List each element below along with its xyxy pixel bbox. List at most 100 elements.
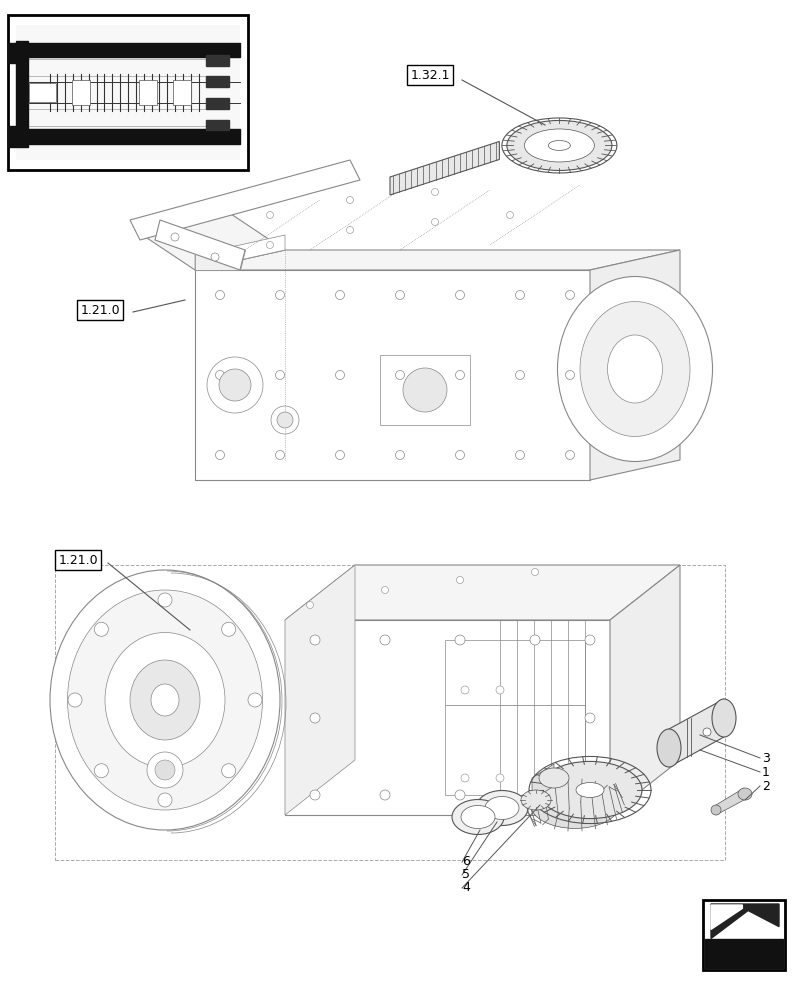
Bar xyxy=(55,565,724,860)
Circle shape xyxy=(496,686,504,694)
Circle shape xyxy=(155,760,175,780)
Circle shape xyxy=(171,233,178,241)
Circle shape xyxy=(221,622,235,636)
Polygon shape xyxy=(285,620,609,815)
Circle shape xyxy=(346,197,353,204)
Bar xyxy=(704,939,782,968)
Circle shape xyxy=(306,601,313,608)
Polygon shape xyxy=(609,565,679,815)
Bar xyxy=(16,43,240,57)
Bar xyxy=(206,120,229,130)
Ellipse shape xyxy=(484,796,518,819)
Bar xyxy=(8,126,16,147)
Polygon shape xyxy=(715,788,743,815)
Circle shape xyxy=(564,450,574,460)
Circle shape xyxy=(335,450,344,460)
Circle shape xyxy=(515,290,524,300)
Circle shape xyxy=(271,406,298,434)
Ellipse shape xyxy=(105,632,225,768)
Text: 1.21.0: 1.21.0 xyxy=(80,304,120,316)
Text: 3: 3 xyxy=(761,752,769,764)
Bar xyxy=(206,55,229,66)
Circle shape xyxy=(431,189,438,196)
Polygon shape xyxy=(590,250,679,480)
Circle shape xyxy=(247,693,262,707)
Bar xyxy=(139,80,157,105)
Ellipse shape xyxy=(506,120,611,170)
Circle shape xyxy=(380,790,389,800)
Bar xyxy=(444,640,584,705)
Bar xyxy=(206,76,229,87)
Circle shape xyxy=(221,764,235,778)
Bar xyxy=(72,80,90,105)
Circle shape xyxy=(515,450,524,460)
Ellipse shape xyxy=(575,782,603,797)
Circle shape xyxy=(584,713,594,723)
Ellipse shape xyxy=(67,590,262,810)
Circle shape xyxy=(584,635,594,645)
Polygon shape xyxy=(195,250,245,270)
Text: 1.32.1: 1.32.1 xyxy=(410,69,449,82)
Circle shape xyxy=(266,241,273,248)
Circle shape xyxy=(515,370,524,379)
Polygon shape xyxy=(668,699,723,767)
Circle shape xyxy=(211,253,219,261)
Circle shape xyxy=(535,774,543,782)
Circle shape xyxy=(335,290,344,300)
Circle shape xyxy=(275,450,284,460)
Bar xyxy=(380,355,470,425)
Bar xyxy=(16,25,240,160)
Polygon shape xyxy=(285,565,679,620)
Bar xyxy=(444,705,584,795)
Circle shape xyxy=(395,370,404,379)
Ellipse shape xyxy=(452,799,504,834)
Ellipse shape xyxy=(461,805,495,828)
Circle shape xyxy=(335,370,344,379)
Polygon shape xyxy=(155,220,245,270)
Circle shape xyxy=(310,713,320,723)
Circle shape xyxy=(564,370,574,379)
Circle shape xyxy=(215,290,224,300)
Circle shape xyxy=(506,212,513,219)
Polygon shape xyxy=(389,141,499,195)
Polygon shape xyxy=(710,905,741,929)
Ellipse shape xyxy=(130,660,200,740)
Ellipse shape xyxy=(547,140,569,150)
Bar xyxy=(8,15,247,170)
Text: 1: 1 xyxy=(761,766,769,778)
Circle shape xyxy=(402,368,446,412)
Bar xyxy=(206,98,229,109)
Circle shape xyxy=(158,793,172,807)
Polygon shape xyxy=(130,160,359,240)
Circle shape xyxy=(147,752,182,788)
Circle shape xyxy=(94,764,108,778)
Circle shape xyxy=(277,412,293,428)
Text: 1.21.0: 1.21.0 xyxy=(58,554,97,566)
Bar xyxy=(29,83,56,102)
Ellipse shape xyxy=(711,699,735,737)
Circle shape xyxy=(455,290,464,300)
Ellipse shape xyxy=(579,302,689,436)
Ellipse shape xyxy=(737,788,751,800)
Bar xyxy=(173,80,191,105)
Text: 4: 4 xyxy=(461,882,470,894)
Circle shape xyxy=(395,450,404,460)
Circle shape xyxy=(346,227,353,234)
Ellipse shape xyxy=(607,335,662,403)
Polygon shape xyxy=(531,764,553,800)
Circle shape xyxy=(395,290,404,300)
Ellipse shape xyxy=(557,276,711,462)
Polygon shape xyxy=(195,270,590,480)
Ellipse shape xyxy=(524,129,594,162)
Ellipse shape xyxy=(539,768,569,788)
Ellipse shape xyxy=(151,684,178,716)
Circle shape xyxy=(310,790,320,800)
Circle shape xyxy=(461,774,469,782)
Circle shape xyxy=(94,622,108,636)
Circle shape xyxy=(275,370,284,379)
Circle shape xyxy=(531,568,538,576)
Bar xyxy=(8,43,16,63)
Circle shape xyxy=(275,290,284,300)
Text: 5: 5 xyxy=(461,868,470,882)
Circle shape xyxy=(455,370,464,379)
